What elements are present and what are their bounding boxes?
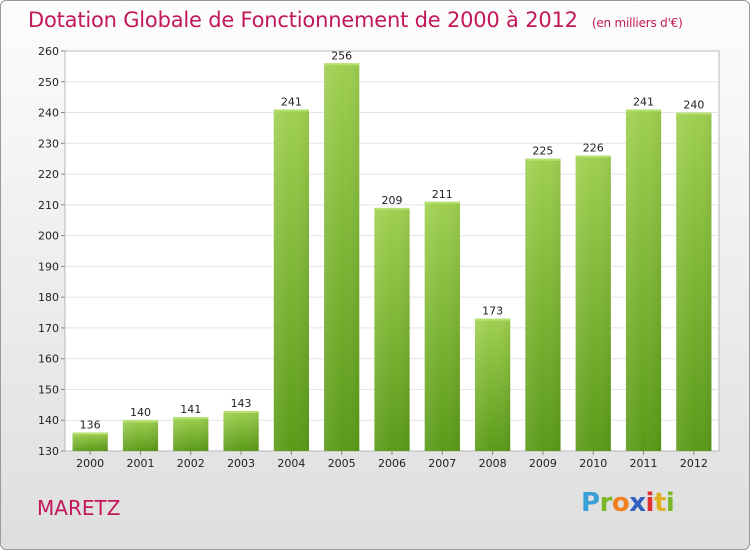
bar-value-label: 240 [683, 99, 704, 112]
bar-shine [273, 109, 309, 451]
bar-shine [72, 432, 108, 451]
x-tick-label: 2006 [378, 457, 406, 470]
y-tick-label: 200 [38, 230, 59, 243]
bar-top-highlight [575, 155, 611, 158]
x-tick-label: 2005 [328, 457, 356, 470]
bar-value-label: 225 [532, 145, 553, 158]
y-tick-label: 260 [38, 45, 59, 58]
bar-shine [625, 109, 662, 451]
chart-subtitle: (en milliers d'€) [591, 16, 683, 30]
y-tick-label: 230 [38, 137, 59, 150]
bar-top-highlight [223, 411, 259, 413]
logo-letter: P [581, 488, 600, 518]
bar-top-highlight [173, 417, 209, 420]
x-tick-label: 2009 [529, 457, 557, 470]
bar-shine [424, 201, 460, 451]
bar-value-label: 140 [130, 406, 151, 419]
y-tick-label: 130 [38, 445, 59, 458]
bar-top-highlight [625, 109, 662, 112]
bar-value-label: 136 [80, 419, 101, 432]
y-tick-label: 160 [38, 353, 59, 366]
bar-shine [475, 318, 511, 451]
bar-value-label: 241 [281, 95, 302, 108]
bar-value-label: 143 [231, 397, 252, 410]
bars: 136 140 141 143 241 256 209 211 173 225 226 241 240 [72, 49, 712, 452]
bar-shine [223, 411, 259, 451]
x-tick-label: 2008 [479, 457, 507, 470]
x-tick-label: 2012 [680, 457, 708, 470]
logo-letter: i [665, 488, 675, 518]
bar-shine [676, 112, 712, 452]
bar-shine [374, 207, 410, 451]
y-tick-label: 240 [38, 107, 59, 120]
logo-letter: r [599, 488, 613, 518]
bar-top-highlight [374, 207, 410, 210]
bar-top-highlight [424, 201, 460, 204]
bar-value-label: 209 [382, 194, 403, 207]
bar-shine [575, 155, 611, 451]
proxiti-logo: Proxiti [581, 488, 675, 518]
y-tick-label: 140 [38, 414, 59, 427]
x-tick-label: 2000 [76, 457, 104, 470]
x-tick-label: 2002 [177, 457, 205, 470]
x-tick-label: 2003 [227, 457, 255, 470]
bar-shine [173, 417, 209, 451]
bar-top-highlight [475, 318, 511, 321]
bar-top-highlight [72, 432, 108, 435]
bar-value-label: 241 [633, 95, 654, 108]
y-tick-label: 170 [38, 322, 59, 335]
bar-top-highlight [122, 420, 159, 423]
x-tick-label: 2010 [579, 457, 607, 470]
bar-top-highlight [676, 112, 712, 115]
bar-value-label: 226 [583, 142, 604, 155]
y-tick-label: 220 [38, 168, 59, 181]
bar-value-label: 173 [482, 305, 503, 318]
x-tick-label: 2001 [126, 457, 154, 470]
bar-top-highlight [324, 63, 360, 66]
logo-letter: o [611, 488, 630, 518]
bar-shine [324, 63, 360, 452]
x-tick-label: 2011 [630, 457, 658, 470]
y-axis: 130 140 150 160 170 180 190 200 210 220 230 240 250 2… [38, 45, 65, 458]
x-tick-label: 2004 [277, 457, 305, 470]
bar-shine [525, 158, 561, 451]
x-axis: 2000 2001 2002 2003 2004 2005 2006 2007 2008 2009… [76, 451, 708, 470]
commune-name: MARETZ [37, 496, 121, 520]
y-tick-label: 210 [38, 199, 59, 212]
chart-title-text: Dotation Globale de Fonctionnement de 20… [28, 8, 578, 32]
bar-top-highlight [273, 109, 309, 112]
logo-letter: x [629, 488, 646, 518]
bar-top-highlight [525, 158, 561, 161]
y-tick-label: 150 [38, 383, 59, 396]
bar-value-label: 141 [180, 403, 201, 416]
bar-shine [122, 420, 159, 451]
y-tick-label: 190 [38, 260, 59, 273]
chart-title: Dotation Globale de Fonctionnement de 20… [28, 8, 683, 32]
y-tick-label: 180 [38, 291, 59, 304]
bar-value-label: 256 [331, 49, 352, 62]
logo-letter: t [653, 488, 666, 518]
bar-value-label: 211 [432, 188, 453, 201]
logo-letter: i [645, 488, 655, 518]
x-tick-label: 2007 [428, 457, 456, 470]
y-tick-label: 250 [38, 76, 59, 89]
